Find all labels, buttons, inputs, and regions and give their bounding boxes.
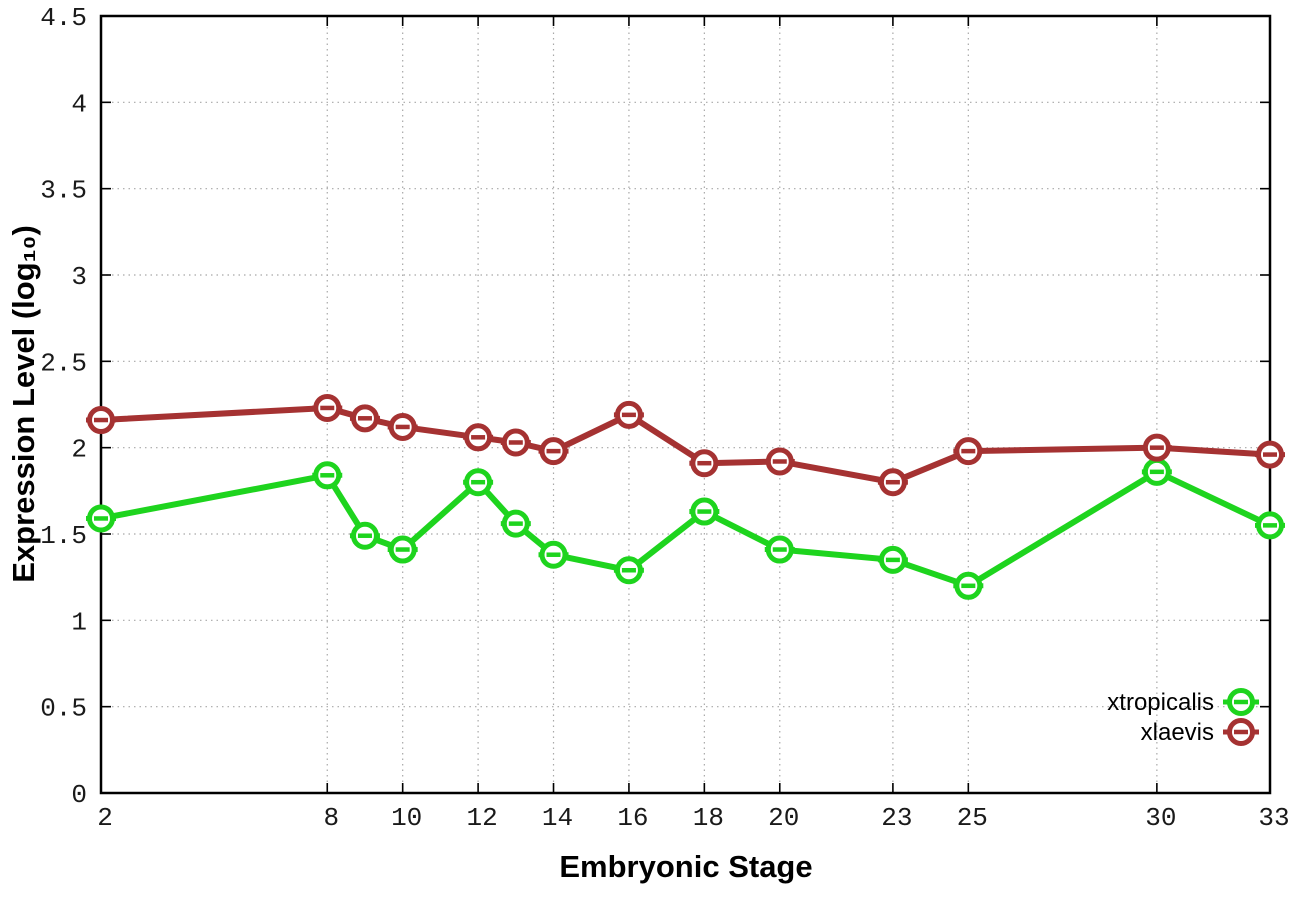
legend-layer: xtropicalis xlaevis [1107, 688, 1259, 746]
series-xlaevis [86, 393, 1285, 497]
y-tick-label: 3.5 [40, 176, 87, 206]
y-tick-label: 1.5 [40, 521, 87, 551]
y-tick-label: 4.5 [40, 3, 87, 33]
y-tick-label: 1 [71, 607, 87, 637]
y-axis-title: Expression Level (log₁₀) [6, 225, 41, 583]
x-tick-label: 12 [466, 803, 497, 833]
y-tick-label: 0 [71, 780, 87, 810]
y-tick-label: 4 [71, 89, 87, 119]
series-layer [86, 393, 1285, 600]
y-tick-label: 3 [71, 262, 87, 292]
x-tick-label: 25 [957, 803, 988, 833]
y-tick-label: 2.5 [40, 348, 87, 378]
x-tick-label: 33 [1258, 803, 1289, 833]
plot-border [99, 14, 1272, 795]
x-tick-label: 10 [391, 803, 422, 833]
x-tick-label: 14 [542, 803, 573, 833]
y-tick-label: 0.5 [40, 694, 87, 724]
x-tick-label: 30 [1145, 803, 1176, 833]
x-tick-label: 23 [881, 803, 912, 833]
legend-label-xtropicalis: xtropicalis [1107, 689, 1214, 716]
legend-label-xlaevis: xlaevis [1141, 719, 1214, 746]
series-line-xlaevis [98, 404, 1273, 486]
y-tick-label: 2 [71, 435, 87, 465]
x-tick-label: 18 [693, 803, 724, 833]
x-tick-label: 2 [97, 803, 113, 833]
x-axis-title: Embryonic Stage [559, 849, 812, 884]
series-line-xtropicalis [98, 468, 1273, 589]
x-tick-label: 8 [323, 803, 339, 833]
grid-layer [101, 16, 1270, 793]
axis-layer: 0 0.5 1 1.5 2 2.5 3 3.5 4 4.5 2 8 10 12 14 16 18 20 23 25 30… [40, 3, 1289, 833]
x-tick-label: 20 [768, 803, 799, 833]
x-tick-label: 16 [617, 803, 648, 833]
series-xtropicalis [86, 457, 1285, 600]
